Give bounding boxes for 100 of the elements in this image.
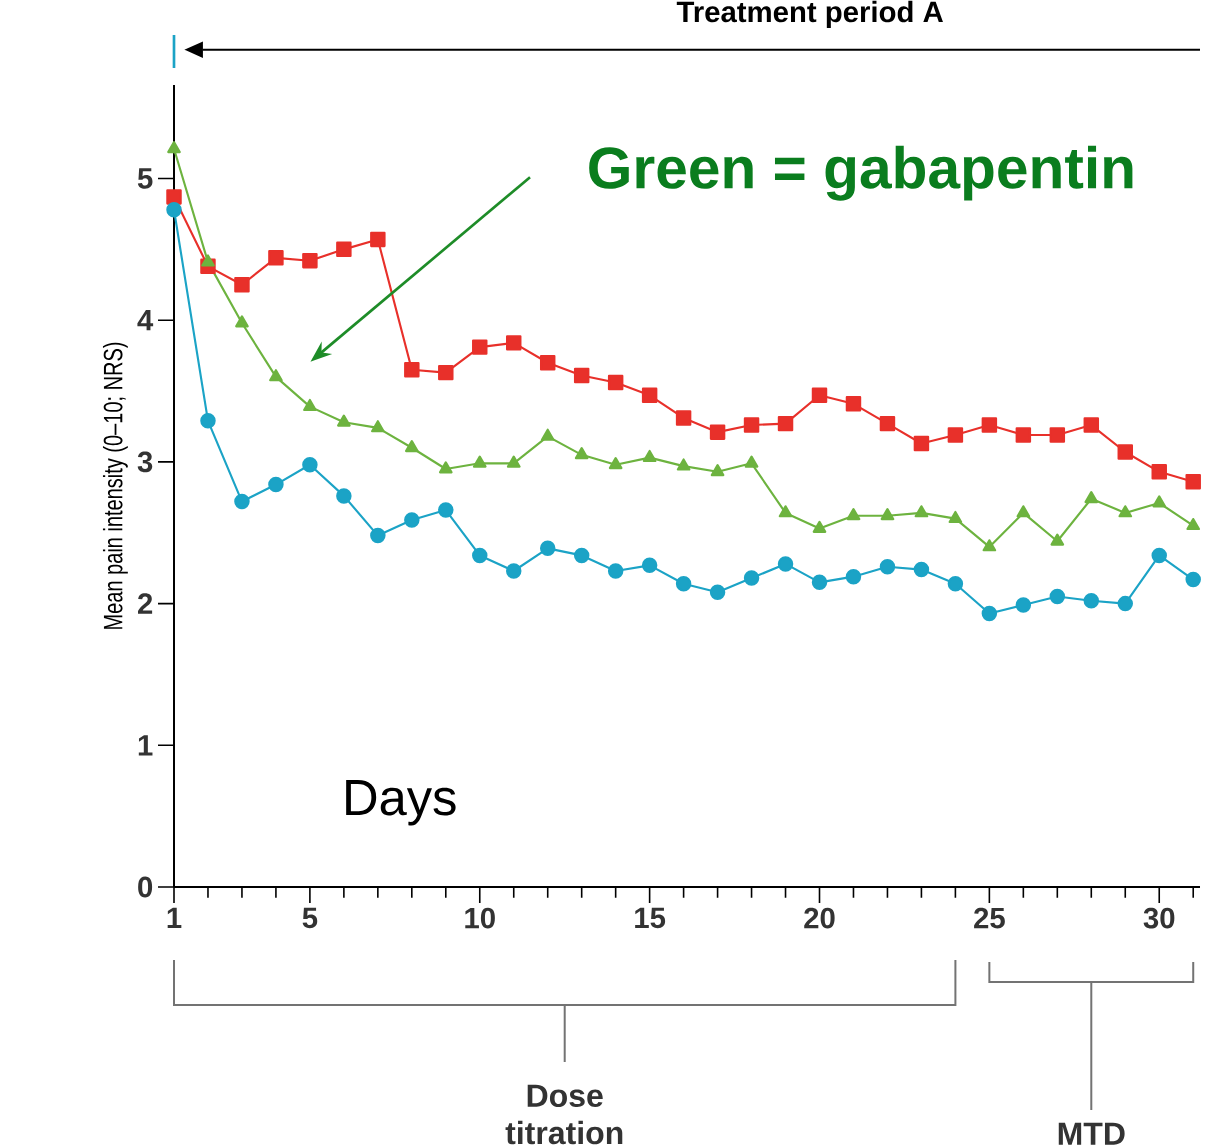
x-tick-label: 15 bbox=[635, 907, 666, 929]
point bbox=[744, 455, 759, 468]
point bbox=[675, 410, 692, 426]
point bbox=[1151, 464, 1167, 480]
y-tick-label: 5 bbox=[137, 168, 153, 189]
y-tick-label: 4 bbox=[137, 310, 154, 331]
point bbox=[675, 576, 692, 592]
point bbox=[438, 364, 454, 381]
point bbox=[438, 461, 453, 474]
point bbox=[1117, 595, 1133, 612]
point bbox=[404, 362, 420, 378]
point bbox=[1050, 533, 1065, 546]
chart-title: Treatment period A bbox=[676, 0, 943, 29]
point bbox=[947, 576, 964, 592]
point bbox=[371, 420, 385, 433]
point bbox=[472, 547, 488, 564]
point bbox=[370, 527, 386, 544]
point bbox=[1016, 505, 1031, 518]
point bbox=[235, 315, 249, 328]
point bbox=[302, 252, 318, 269]
point bbox=[370, 231, 386, 248]
point bbox=[506, 335, 522, 351]
point bbox=[337, 414, 351, 427]
point bbox=[642, 449, 657, 463]
x-tick-label: 5 bbox=[302, 907, 318, 929]
point bbox=[913, 561, 930, 578]
point bbox=[166, 189, 182, 205]
point bbox=[404, 512, 420, 528]
point bbox=[913, 435, 930, 452]
y-axis-title: Mean pain intensity (0–10; NRS) bbox=[102, 342, 128, 629]
point bbox=[573, 547, 590, 564]
point bbox=[710, 464, 725, 477]
point bbox=[1084, 491, 1099, 504]
point bbox=[268, 476, 284, 493]
point bbox=[1117, 444, 1133, 460]
point bbox=[1049, 427, 1066, 443]
point bbox=[1083, 593, 1100, 609]
point bbox=[1015, 597, 1032, 613]
point bbox=[778, 505, 793, 518]
x-tick-label: 20 bbox=[804, 907, 835, 929]
point bbox=[948, 510, 963, 523]
x-axis-title: Days bbox=[346, 780, 456, 826]
point bbox=[1152, 495, 1167, 508]
point bbox=[845, 396, 862, 412]
point bbox=[438, 502, 454, 518]
point bbox=[1049, 588, 1066, 605]
x-tick-label: 1 bbox=[167, 907, 182, 928]
point bbox=[506, 563, 522, 579]
y-tick-label: 1 bbox=[138, 735, 153, 756]
point bbox=[1185, 474, 1201, 490]
y-tick-label: 3 bbox=[137, 451, 153, 473]
text: Dose titration bbox=[505, 1084, 623, 1145]
x-tick-label: 25 bbox=[974, 907, 1005, 929]
point bbox=[166, 201, 182, 218]
point bbox=[573, 367, 590, 384]
point bbox=[982, 539, 997, 552]
point bbox=[539, 540, 556, 557]
point bbox=[1118, 505, 1133, 518]
point bbox=[607, 563, 624, 579]
point bbox=[269, 369, 283, 382]
point bbox=[914, 505, 929, 518]
point bbox=[947, 427, 964, 443]
point bbox=[811, 387, 828, 404]
point bbox=[811, 574, 828, 591]
point bbox=[1151, 547, 1167, 564]
point bbox=[777, 415, 794, 432]
point bbox=[676, 458, 691, 471]
point bbox=[1083, 417, 1100, 433]
point bbox=[404, 440, 419, 453]
point bbox=[167, 141, 181, 154]
point bbox=[845, 568, 862, 585]
point bbox=[302, 457, 318, 473]
point bbox=[607, 374, 624, 391]
point bbox=[303, 398, 317, 412]
point bbox=[981, 605, 998, 622]
point bbox=[709, 424, 726, 440]
x-tick-label: 30 bbox=[1143, 907, 1175, 929]
point bbox=[200, 413, 216, 429]
point bbox=[336, 241, 352, 258]
point bbox=[981, 417, 998, 433]
point bbox=[846, 508, 861, 521]
y-tick-label: 0 bbox=[138, 876, 153, 898]
point bbox=[268, 250, 284, 266]
y-tick-label: 2 bbox=[138, 593, 153, 614]
point bbox=[539, 354, 556, 371]
point bbox=[743, 570, 760, 586]
point bbox=[506, 455, 521, 468]
point bbox=[812, 520, 827, 533]
point bbox=[540, 428, 555, 441]
point bbox=[777, 556, 794, 572]
point bbox=[201, 254, 215, 267]
point bbox=[234, 277, 250, 293]
point bbox=[641, 387, 658, 404]
point bbox=[879, 559, 896, 575]
point bbox=[880, 508, 895, 521]
x-tick-label: 10 bbox=[465, 907, 495, 929]
point bbox=[336, 488, 352, 504]
point bbox=[879, 415, 896, 432]
annotation: Green = gabapentin bbox=[589, 145, 1133, 201]
point bbox=[709, 584, 726, 600]
